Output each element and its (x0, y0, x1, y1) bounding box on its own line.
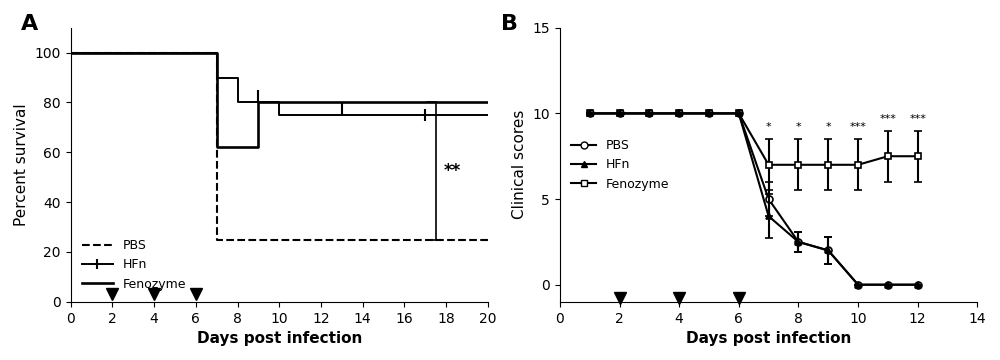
Text: ***: *** (909, 114, 926, 124)
Text: *: * (766, 122, 771, 132)
X-axis label: Days post infection: Days post infection (197, 331, 362, 346)
PBS (211, 237, 223, 242)
HFn (273, 113, 285, 117)
PBS (65, 50, 77, 55)
Text: B: B (501, 14, 518, 34)
Text: *: * (825, 122, 831, 132)
Text: ***: *** (879, 114, 896, 124)
Text: **: ** (444, 162, 461, 180)
Text: A: A (20, 14, 38, 34)
Fenozyme (211, 145, 223, 149)
HFn (65, 50, 77, 55)
Text: *: * (796, 122, 801, 132)
Fenozyme (252, 100, 264, 105)
HFn (232, 100, 244, 105)
Legend: PBS, HFn, Fenozyme: PBS, HFn, Fenozyme (77, 234, 192, 296)
PBS (482, 237, 494, 242)
Y-axis label: Percent survival: Percent survival (14, 103, 29, 226)
Legend: PBS, HFn, Fenozyme: PBS, HFn, Fenozyme (566, 134, 675, 195)
PBS (190, 50, 202, 55)
Fenozyme (482, 100, 494, 105)
X-axis label: Days post infection: Days post infection (686, 331, 851, 346)
HFn (211, 76, 223, 80)
Line: PBS: PBS (71, 53, 488, 239)
Text: ***: *** (850, 122, 866, 132)
Line: Fenozyme: Fenozyme (71, 53, 488, 147)
Line: HFn: HFn (71, 53, 488, 115)
Fenozyme (65, 50, 77, 55)
Y-axis label: Clinical scores: Clinical scores (512, 110, 527, 220)
HFn (482, 113, 494, 117)
